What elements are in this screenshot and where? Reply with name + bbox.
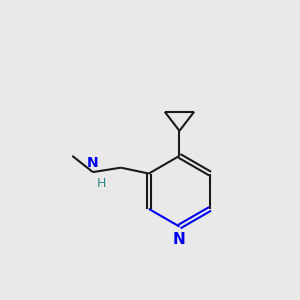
Text: N: N xyxy=(173,232,186,247)
Text: N: N xyxy=(87,156,99,170)
Text: H: H xyxy=(96,177,106,190)
